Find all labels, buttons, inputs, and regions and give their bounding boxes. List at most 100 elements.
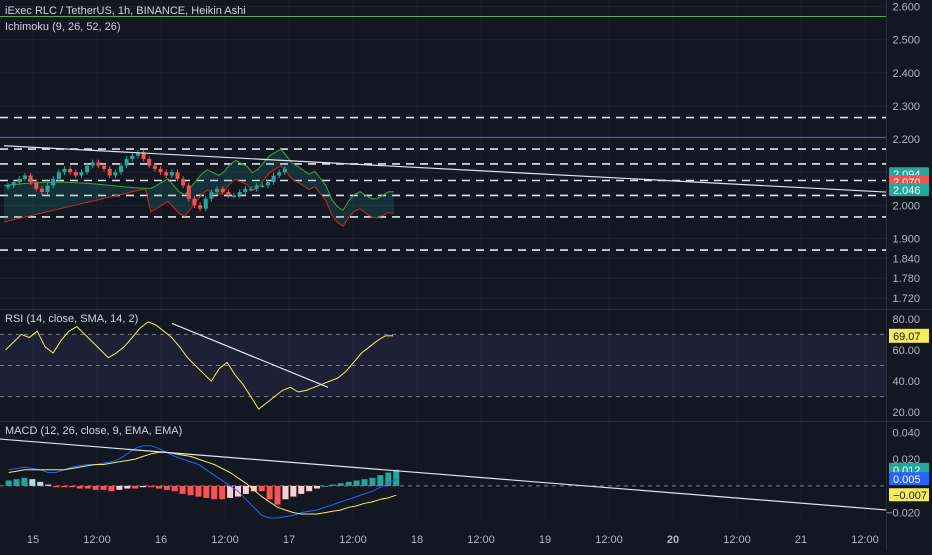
macd-histogram-bar bbox=[353, 480, 360, 486]
candle-body bbox=[119, 165, 123, 173]
candle-body bbox=[271, 175, 276, 183]
candle-body bbox=[209, 192, 214, 199]
macd-histogram-bar bbox=[37, 481, 44, 486]
ichimoku-cloud bbox=[4, 149, 394, 227]
macd-histogram-bar bbox=[108, 485, 115, 492]
candle-body bbox=[169, 172, 174, 176]
macd-badge-label: −0.007 bbox=[893, 490, 927, 502]
macd-trend-line bbox=[0, 438, 887, 511]
candle-body bbox=[282, 168, 287, 173]
price-axis-label: 1.780 bbox=[892, 273, 920, 285]
macd-histogram-bar bbox=[250, 485, 257, 492]
candle-body bbox=[130, 155, 135, 159]
macd-histogram-bar bbox=[163, 485, 170, 490]
price-trend-line bbox=[3, 145, 887, 193]
candle-body bbox=[152, 165, 157, 169]
candle-body bbox=[158, 168, 163, 173]
symbol-title[interactable]: iExec RLC / TetherUS, 1h, BINANCE, Heiki… bbox=[5, 5, 246, 17]
macd-histogram-bar bbox=[100, 485, 107, 490]
candle-body bbox=[198, 205, 203, 209]
rsi-badge bbox=[889, 328, 929, 343]
candle-body bbox=[45, 185, 50, 193]
candle-body bbox=[141, 152, 146, 159]
time-axis-label: 12:00 bbox=[723, 534, 751, 546]
price-axis-label: 2.000 bbox=[892, 200, 920, 212]
candle-body bbox=[277, 172, 282, 176]
price-axis-label: 1.840 bbox=[892, 253, 920, 265]
candle-body bbox=[107, 168, 112, 176]
macd-histogram-bar bbox=[60, 485, 67, 488]
macd-histogram-bar bbox=[155, 485, 162, 489]
candle-body bbox=[215, 188, 220, 193]
candle-body bbox=[62, 168, 67, 173]
macd-histogram-bar bbox=[219, 485, 226, 500]
macd-histogram-bar bbox=[84, 485, 91, 489]
rsi-axis-label: 60.00 bbox=[892, 345, 920, 357]
candle-body bbox=[147, 158, 152, 166]
candle-body bbox=[226, 192, 231, 196]
price-badge bbox=[889, 183, 929, 197]
candle-body bbox=[73, 172, 78, 176]
candle-body bbox=[237, 192, 242, 196]
macd-histogram-bar bbox=[92, 485, 99, 490]
candle-body bbox=[220, 188, 225, 193]
macd-histogram-bar bbox=[282, 485, 289, 500]
macd-histogram-bar bbox=[179, 485, 186, 494]
candle-body bbox=[39, 188, 44, 193]
macd-histogram-bar bbox=[393, 469, 400, 486]
candle-body bbox=[135, 152, 140, 156]
time-axis-label: 20 bbox=[667, 534, 679, 546]
macd-badge bbox=[889, 472, 929, 486]
time-axis-label: 21 bbox=[795, 534, 807, 546]
macd-histogram-bar bbox=[187, 485, 194, 496]
rsi-pane bbox=[0, 321, 886, 410]
macd-histogram-bar bbox=[314, 485, 321, 489]
candle-body bbox=[68, 168, 73, 173]
macd-histogram-bar bbox=[76, 485, 83, 489]
candle-body bbox=[85, 165, 90, 173]
rsi-badge-label: 69.07 bbox=[893, 331, 921, 343]
macd-histogram-bar bbox=[13, 479, 20, 486]
candle-body bbox=[79, 172, 84, 176]
price-axis-label: 1.900 bbox=[892, 233, 920, 245]
time-axis-label: 12:00 bbox=[211, 534, 239, 546]
axes: 15 12:00 16 12:00 17 12:00 18 12:00 19 12:00 20 12:… bbox=[27, 2, 929, 546]
candle-body bbox=[102, 165, 107, 169]
candle-body bbox=[243, 188, 248, 193]
price-axis-label: 2.600 bbox=[892, 2, 920, 14]
macd-histogram-bar bbox=[132, 485, 139, 489]
macd-histogram-bar bbox=[68, 485, 75, 488]
candle-body bbox=[175, 172, 180, 179]
macd-histogram-bar bbox=[258, 485, 265, 492]
price-axis-label: 2.500 bbox=[892, 35, 920, 47]
ichimoku-legend[interactable]: Ichimoku (9, 26, 52, 26) bbox=[5, 21, 121, 33]
time-axis-label: 12:00 bbox=[83, 534, 111, 546]
price-axis-label: 2.400 bbox=[892, 68, 920, 80]
time-axis-label: 16 bbox=[155, 534, 167, 546]
time-axis-label: 18 bbox=[411, 534, 423, 546]
ichimoku-span-b bbox=[3, 165, 394, 227]
candle-body bbox=[265, 182, 270, 186]
rsi-legend[interactable]: RSI (14, close, SMA, 14, 2) bbox=[5, 313, 139, 325]
macd-badge-label: 0.005 bbox=[893, 474, 921, 486]
macd-histogram-bar bbox=[171, 485, 178, 492]
candle-body bbox=[96, 162, 101, 166]
macd-legend[interactable]: MACD (12, 26, close, 9, EMA, EMA) bbox=[5, 425, 183, 437]
time-axis-label: 12:00 bbox=[467, 534, 495, 546]
macd-histogram-bar bbox=[147, 485, 154, 488]
macd-histogram-bar bbox=[385, 472, 392, 486]
rsi-line bbox=[5, 321, 394, 410]
price-axis-label: 2.200 bbox=[892, 134, 920, 146]
macd-signal-line bbox=[8, 451, 397, 515]
macd-histogram-bar bbox=[298, 485, 305, 494]
time-axis-label: 12:00 bbox=[339, 534, 367, 546]
macd-histogram-bar bbox=[124, 485, 131, 489]
macd-histogram-bar bbox=[116, 485, 123, 490]
ichimoku-span-a bbox=[3, 148, 394, 212]
candle-body bbox=[6, 185, 10, 188]
candle-body bbox=[248, 188, 253, 191]
time-axis-label: 12:00 bbox=[851, 534, 879, 546]
